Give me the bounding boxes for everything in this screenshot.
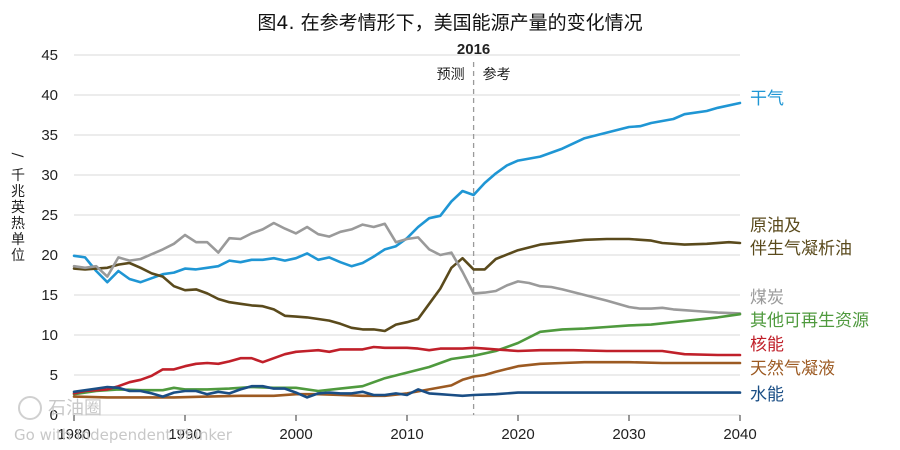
divider-right-label: 参考 [483,66,511,83]
x-axis-ticks: 1980 1990 2000 2010 2020 2030 2040 [57,415,757,443]
divider-year-label: 2016 [457,41,490,58]
y-tick-label: 30 [41,167,58,184]
y-axis-label-char: 兆 [11,184,25,200]
x-tick-label: 1980 [57,426,90,443]
series-label-6: 水能 [750,385,784,405]
y-tick-label: 10 [41,327,58,344]
x-tick-label: 2040 [723,426,756,443]
y-axis-label-char: 英 [11,199,25,216]
y-tick-label: 15 [41,287,58,304]
y-tick-label: 40 [41,87,58,104]
watermark: 石油圈 Go with Independent Thinker [14,396,233,444]
series-label-5: 天然气凝液 [750,359,835,379]
series-line-4 [72,345,742,395]
x-tick-label: 2000 [279,426,312,443]
x-tick-label: 2030 [612,426,645,443]
divider-left-label: 预测 [437,67,465,83]
y-tick-label: 25 [41,207,58,224]
watermark-brand: 石油圈 [48,398,102,419]
series-line-1 [72,237,742,333]
y-tick-label: 45 [41,47,58,64]
series-label-1: 原油及 [750,216,801,236]
series-line-5 [72,360,742,399]
chart-title: 图4. 在参考情形下，美国能源产量的变化情况 [257,12,642,34]
series-label-0: 干气 [750,89,784,109]
y-axis-label-char: / [9,153,25,158]
series-line-3 [72,312,742,396]
series-lines [72,101,742,399]
forecast-divider: 2016 预测 参考 [437,41,511,415]
y-axis-ticks: 0 5 10 15 20 25 30 35 40 45 [41,47,58,424]
watermark-slogan: Go with Independent Thinker [14,426,233,444]
x-tick-label: 2020 [501,426,534,443]
series-label-2: 煤炭 [750,288,784,308]
y-axis-label-char: 位 [11,248,25,264]
series-line-6 [72,384,742,399]
y-axis-label-char: 热 [11,216,25,232]
y-tick-label: 0 [50,407,58,424]
grid-lines [74,54,740,416]
series-line-0 [72,101,742,284]
x-tick-label: 1990 [168,426,201,443]
watermark-logo-icon [18,396,42,420]
y-axis-label-char: 单 [11,232,25,248]
y-axis-label-char: 千 [11,168,25,184]
y-tick-label: 5 [50,367,58,384]
series-label-1: 伴生气凝析油 [750,239,852,259]
series-label-4: 核能 [750,335,784,355]
series-label-3: 其他可再生资源 [750,311,869,331]
x-tick-label: 2010 [390,426,423,443]
y-tick-label: 35 [41,127,58,144]
y-tick-label: 20 [41,247,58,264]
series-line-2 [72,221,742,315]
